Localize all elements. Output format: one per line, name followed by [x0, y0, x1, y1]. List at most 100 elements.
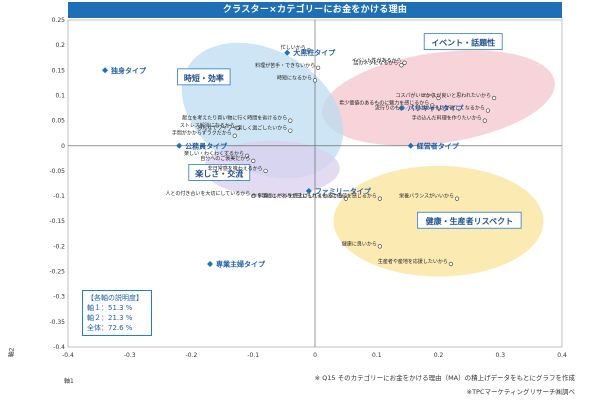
reason-label: ストレス解消になるから: [180, 122, 235, 129]
x-tick-label: 0.3: [495, 352, 505, 359]
type-label: ファミリータイプ: [315, 187, 372, 196]
y-tick-label: 0.1: [55, 92, 65, 99]
x-axis-label: 軸1: [64, 378, 74, 385]
reason-point: [306, 48, 311, 53]
reason-point: [454, 196, 460, 201]
reason-label: 栄養バランスがいいから: [399, 193, 454, 200]
type-point: [407, 142, 414, 149]
y-tick-label: -0.15: [49, 218, 65, 225]
reason-label: 生産者や産地を応援したいから: [378, 258, 448, 265]
y-tick-label: -0.05: [49, 168, 65, 175]
type-label: 専業主婦タイプ: [216, 259, 266, 268]
type-point: [284, 49, 291, 56]
x-tick-label: 0.1: [372, 352, 382, 359]
reason-point: [399, 63, 404, 68]
y-tick-label: -0.1: [53, 193, 65, 200]
cluster-label: 時短・効率: [184, 73, 224, 83]
source-note: ※ Q15 そのカテゴリーにお金をかける理由（MA）の積上げデータをもとにグラフ…: [314, 374, 575, 382]
cluster-label-box: [423, 33, 503, 51]
x-tick-label: -0.2: [186, 352, 198, 359]
axis-explanation-title: 【各軸の説明度】: [87, 294, 143, 302]
reason-point: [312, 78, 318, 83]
y-tick-label: 0.2: [55, 42, 65, 49]
reason-point: [244, 153, 250, 158]
reason-point: [235, 126, 240, 131]
y-tick-label: -0.3: [53, 294, 65, 301]
reason-point: [251, 193, 256, 199]
y-tick-label: 0: [61, 143, 65, 150]
reason-label: 手の込んだ料理を作りたいから: [412, 115, 482, 122]
reason-point: [402, 60, 407, 65]
reason-point: [288, 128, 293, 133]
y-tick-label: 0.15: [52, 67, 66, 74]
type-label: 独身タイプ: [110, 66, 147, 75]
cluster-label: 健康・生産者リスペクト: [426, 216, 513, 226]
reason-point: [232, 133, 237, 138]
y-tick-label: -0.2: [53, 243, 65, 250]
axis-explanation-box: 【各軸の説明度】 軸１：51.3 % 軸２：21.3 % 全体：72.6 %: [82, 290, 152, 336]
reason-label: 非日常感を味わえるから: [208, 165, 263, 172]
type-label: 経営者タイプ: [417, 141, 460, 150]
y-axis-label: 軸2: [8, 347, 16, 358]
x-tick-label: -0.4: [62, 352, 74, 359]
type-label: 公務員タイプ: [185, 141, 228, 150]
reason-label: 手間がかからずラクだから: [172, 130, 232, 137]
reason-label: 流行りのもの／人気のあるものが欲しくなるから: [375, 105, 485, 112]
reason-label: 自分へのご褒美だから: [200, 155, 250, 162]
type-point: [305, 188, 312, 195]
reason-label: みんなでワイワイ楽しく過ごしたいから: [197, 125, 287, 132]
cluster-label-box: [188, 164, 251, 181]
y-tick-label: 0.25: [52, 17, 66, 24]
reason-label: 献立を考えたり買い物に行く時間を省けるから: [182, 115, 287, 122]
chart-title: クラスター×カテゴリーにお金をかける理由: [68, 2, 562, 18]
reason-point: [448, 261, 453, 267]
cluster-label-box: [177, 68, 231, 86]
reason-label: 人との付き合いを大切にしているから: [165, 190, 250, 197]
reason-point: [491, 95, 497, 101]
type-point: [176, 142, 183, 149]
y-tick-label: 0.05: [52, 118, 66, 125]
reason-label: 料理が苦手・できないから: [255, 62, 315, 69]
reason-point: [377, 196, 382, 201]
y-tick-label: -0.35: [49, 319, 65, 326]
x-tick-label: 0.2: [434, 352, 444, 359]
reason-label: コスパがいいから: [395, 92, 435, 99]
reason-label: 作り手のこだわりが感じられるものに価値を感じるから: [252, 193, 377, 200]
reason-label: 忙しいから: [281, 44, 306, 51]
x-tick-label: -0.1: [247, 352, 259, 359]
reason-label: センスが良いと思われたいから: [421, 92, 491, 99]
reason-label: イベント性があるから: [352, 57, 402, 64]
axis-explanation-line-2: 軸２：21.3 %: [87, 314, 133, 322]
reason-label: 健康に良いから: [342, 240, 377, 247]
reason-point: [343, 196, 348, 201]
reason-label: 希少価値のあるものに魅力を感じるから: [339, 100, 429, 107]
reason-point: [377, 244, 382, 249]
reason-point: [430, 103, 435, 108]
type-label: バリキャリタイプ: [407, 104, 464, 113]
reason-point: [436, 95, 441, 101]
axis-explanation-line-1: 軸１：51.3 %: [87, 304, 133, 312]
reason-label: 料理のレベルを底上げしてくれるから: [258, 193, 343, 200]
reason-point: [315, 65, 321, 70]
axis-explanation-line-3: 全体：72.6 %: [87, 324, 133, 332]
cluster-label-box: [417, 211, 522, 229]
reason-point: [485, 108, 491, 113]
x-tick-label: 0: [313, 352, 317, 359]
reason-point: [288, 118, 293, 123]
type-point: [207, 260, 214, 267]
cluster-area-3: [203, 140, 340, 197]
reason-label: 楽しい・わくわくするから: [184, 150, 244, 157]
x-tick-label: 0.4: [557, 352, 567, 359]
cluster-label: イベント・話題性: [431, 38, 495, 48]
type-label: 大黒柱タイプ: [293, 48, 336, 57]
reason-label: 時短になるから: [277, 74, 312, 81]
reason-label: 話のネタになるから: [353, 59, 398, 66]
y-tick-label: -0.25: [49, 269, 65, 276]
type-point: [102, 67, 109, 74]
cluster-label: 楽しさ・交流: [194, 168, 243, 178]
reason-point: [251, 158, 256, 163]
credit-note: ※TPCマーケティングリサーチ㈱調べ: [466, 388, 575, 396]
reason-point: [263, 168, 268, 174]
x-tick-label: -0.3: [124, 352, 136, 359]
